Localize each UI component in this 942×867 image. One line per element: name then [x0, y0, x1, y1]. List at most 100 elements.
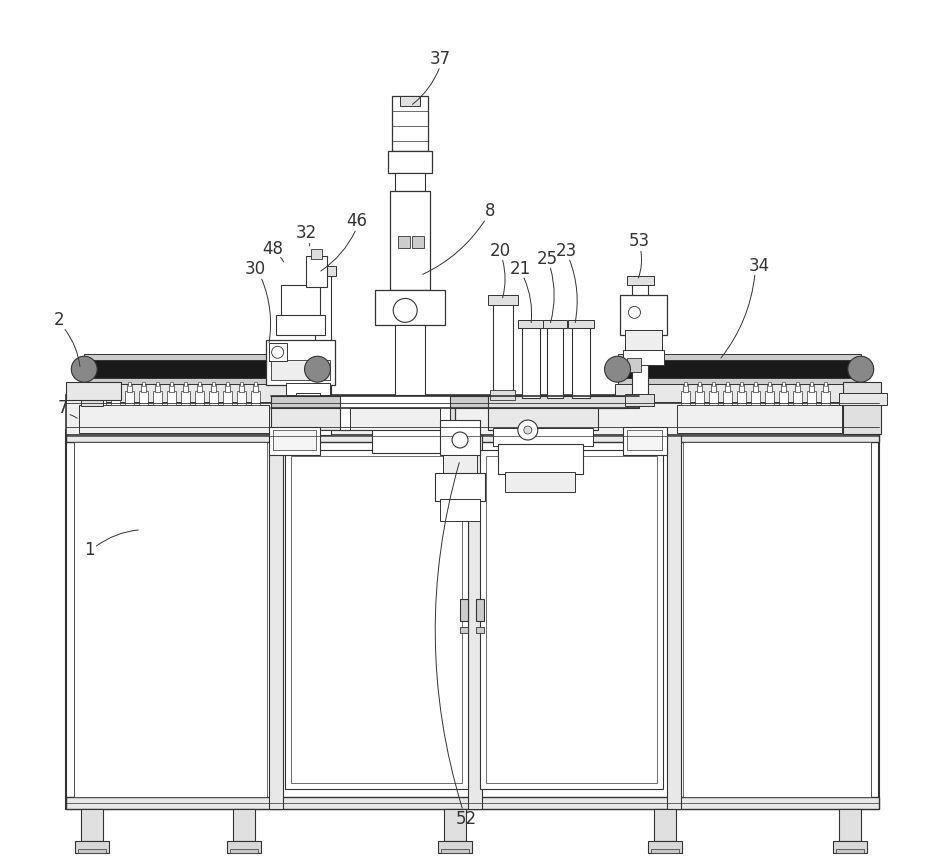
Bar [413, 236, 424, 248]
Bar [223, 391, 232, 405]
Bar [99, 385, 105, 392]
Bar [681, 391, 690, 405]
Bar [648, 841, 682, 852]
Bar [618, 360, 861, 378]
Bar [340, 395, 450, 430]
Bar [824, 382, 827, 386]
Text: 37: 37 [430, 50, 450, 68]
Bar [476, 599, 484, 622]
Bar [268, 430, 283, 809]
Bar [66, 382, 122, 400]
Bar [667, 430, 681, 809]
Bar [460, 628, 468, 634]
Circle shape [304, 356, 331, 382]
Bar [125, 391, 134, 405]
Bar [623, 427, 667, 455]
Bar [441, 849, 469, 852]
Bar [81, 394, 104, 406]
Bar [522, 325, 540, 398]
Text: 52: 52 [455, 810, 477, 828]
Bar [626, 430, 662, 450]
Text: 48: 48 [262, 239, 284, 257]
Text: 20: 20 [489, 242, 511, 259]
Bar [505, 472, 575, 492]
Bar [388, 151, 432, 173]
Bar [726, 382, 729, 386]
Bar [793, 391, 802, 405]
Bar [765, 391, 774, 405]
Bar [843, 382, 881, 434]
Bar [233, 809, 254, 841]
Bar [738, 391, 746, 405]
Text: 8: 8 [485, 202, 495, 219]
Bar [810, 382, 813, 386]
Bar [114, 382, 117, 386]
Bar [820, 391, 830, 405]
Text: 21: 21 [511, 259, 531, 277]
Bar [212, 382, 215, 386]
Bar [290, 456, 462, 783]
Bar [725, 385, 730, 392]
Circle shape [271, 346, 284, 358]
Bar [236, 391, 246, 405]
Bar [365, 403, 455, 423]
Bar [518, 321, 544, 329]
Bar [632, 281, 648, 395]
Bar [723, 391, 732, 405]
Bar [779, 391, 788, 405]
Text: 32: 32 [296, 224, 317, 242]
Circle shape [848, 356, 874, 382]
Bar [795, 385, 800, 392]
Bar [209, 391, 218, 405]
Bar [486, 456, 658, 783]
Bar [711, 385, 716, 392]
Bar [740, 382, 743, 386]
Bar [372, 423, 448, 453]
Bar [568, 321, 593, 329]
Circle shape [393, 298, 417, 323]
Bar [296, 393, 320, 411]
Bar [66, 430, 879, 442]
Bar [620, 296, 667, 336]
Text: 53: 53 [629, 231, 650, 250]
Circle shape [628, 306, 641, 318]
Bar [198, 382, 201, 386]
Bar [490, 390, 515, 400]
Bar [546, 325, 562, 398]
Text: 34: 34 [749, 257, 770, 275]
Bar [83, 391, 92, 405]
Text: 7: 7 [58, 399, 69, 417]
Circle shape [605, 356, 630, 382]
Bar [435, 473, 485, 501]
Text: 1: 1 [84, 541, 94, 558]
Bar [66, 797, 879, 809]
Bar [270, 360, 331, 380]
Bar [683, 442, 870, 797]
Bar [74, 438, 870, 801]
Bar [252, 385, 258, 392]
Bar [284, 450, 468, 789]
Bar [697, 385, 702, 392]
Bar [739, 385, 744, 392]
Bar [543, 321, 567, 329]
Bar [460, 599, 468, 622]
Bar [498, 444, 583, 474]
Circle shape [452, 432, 468, 448]
Bar [493, 301, 512, 398]
Bar [111, 391, 121, 405]
Bar [709, 391, 718, 405]
Bar [796, 382, 799, 386]
Bar [113, 385, 118, 392]
Bar [84, 360, 317, 378]
Bar [253, 382, 256, 386]
Bar [183, 385, 187, 392]
Bar [79, 405, 268, 433]
Bar [141, 385, 146, 392]
Bar [375, 290, 445, 325]
Bar [695, 391, 705, 405]
Bar [440, 499, 480, 521]
Bar [476, 628, 484, 634]
Bar [251, 391, 260, 405]
Bar [396, 325, 425, 405]
Bar [684, 382, 688, 386]
